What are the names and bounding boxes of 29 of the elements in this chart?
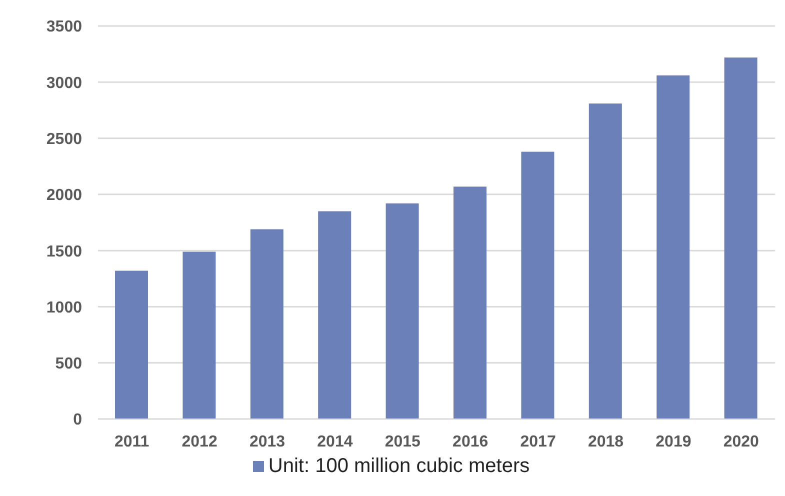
bar xyxy=(115,270,148,419)
x-tick-label: 2014 xyxy=(317,433,353,450)
y-tick-label: 2000 xyxy=(46,187,82,204)
bar xyxy=(182,252,216,419)
y-tick-label: 1500 xyxy=(46,243,82,260)
x-tick-label: 2019 xyxy=(656,433,692,450)
y-tick-label: 0 xyxy=(73,412,82,429)
bar xyxy=(250,229,284,419)
x-tick-label: 2012 xyxy=(182,433,218,450)
y-tick-label: 3000 xyxy=(46,74,82,92)
x-tick-label: 2016 xyxy=(452,433,488,450)
y-tick-label: 2500 xyxy=(46,130,82,148)
x-tick-label: 2018 xyxy=(588,433,624,450)
x-tick-label: 2015 xyxy=(384,433,421,450)
y-tick-label: 500 xyxy=(55,356,82,373)
bar xyxy=(656,75,690,419)
x-tick-label: 2020 xyxy=(723,433,760,450)
bar xyxy=(454,186,486,419)
y-tick-label: 3500 xyxy=(46,18,82,36)
x-tick-label: 2011 xyxy=(114,433,150,450)
legend-label: Unit: 100 million cubic meters xyxy=(268,455,530,477)
bar xyxy=(724,57,758,419)
x-tick-label: 2017 xyxy=(520,433,556,450)
bar xyxy=(318,211,352,419)
x-tick-label: 2013 xyxy=(249,433,286,450)
bar xyxy=(521,152,554,419)
y-tick-label: 1000 xyxy=(46,299,82,316)
bar xyxy=(588,103,622,419)
bar xyxy=(386,203,419,419)
